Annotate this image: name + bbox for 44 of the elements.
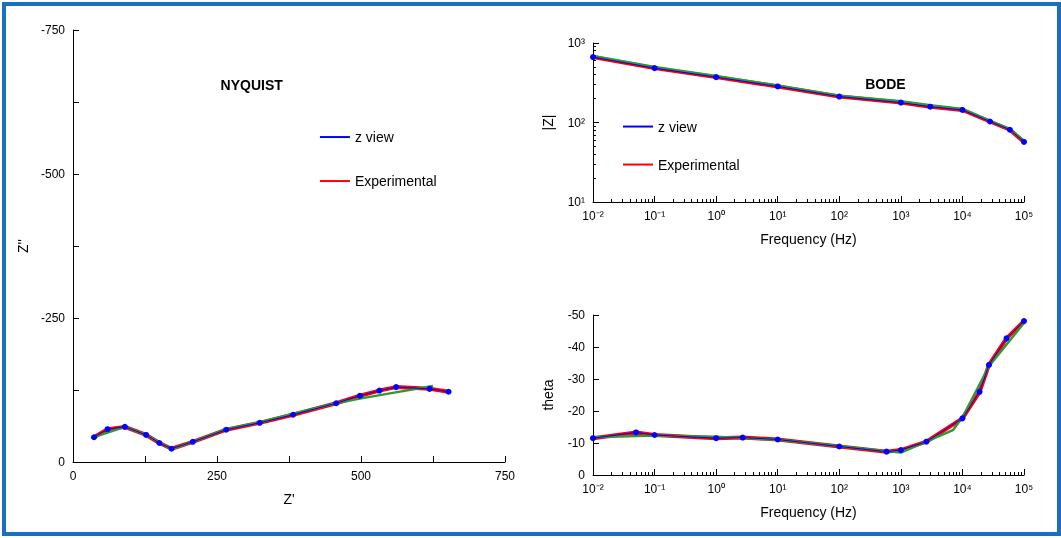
x-tick-label: 500	[350, 469, 372, 483]
text: BODE	[865, 75, 906, 92]
y-tick-label: -30	[567, 372, 586, 386]
x-tick-label: 10⁰	[707, 209, 725, 223]
x-tick-label: 750	[494, 469, 516, 483]
legend-label: z view	[354, 129, 395, 146]
x-tick-label: 10⁴	[953, 209, 972, 223]
x-tick-label: 10⁴	[953, 482, 972, 496]
x-tick-label: 10⁻¹	[643, 482, 666, 496]
x-tick-label: 10³	[892, 209, 910, 223]
y-axis-title: Z''	[15, 239, 32, 253]
x-tick-label: 250	[206, 469, 228, 483]
x-tick-label: 10⁻²	[582, 482, 604, 496]
x-axis-title: Frequency (Hz)	[760, 504, 857, 520]
x-tick-label: 10⁻²	[582, 209, 604, 223]
y-tick-label: 10¹	[567, 195, 585, 209]
x-tick-label: 10⁵	[1014, 209, 1034, 223]
x-tick-label: 10³	[892, 482, 910, 496]
y-tick-label: -50	[567, 308, 586, 322]
x-tick-label: 10²	[830, 482, 848, 496]
x-axis-title: Z'	[283, 491, 295, 507]
y-tick-label: 0	[58, 455, 66, 469]
y-tick-label: -40	[567, 340, 586, 354]
x-tick-label: 10²	[830, 209, 848, 223]
y-tick-label: -750	[40, 23, 66, 37]
y-tick-label: -250	[40, 311, 66, 325]
y-tick-label: -500	[40, 167, 66, 181]
y-tick-label: -20	[567, 404, 586, 418]
legend-label: Experimental	[354, 173, 437, 190]
y-tick-label: 10³	[567, 36, 585, 50]
y-axis-title: |Z|	[540, 114, 556, 131]
y-tick-label: -10	[567, 436, 586, 450]
y-tick-label: 10²	[567, 115, 585, 130]
x-tick-label: 10¹	[769, 209, 787, 223]
text: NYQUIST	[220, 77, 284, 94]
x-tick-label: 0	[69, 469, 77, 483]
legend-label: Experimental	[658, 156, 740, 173]
x-tick-label: 10⁰	[707, 482, 725, 496]
x-axis-title: Frequency (Hz)	[760, 231, 857, 247]
x-tick-label: 10¹	[769, 482, 787, 496]
x-tick-label: 10⁻¹	[643, 209, 666, 223]
y-axis-title: theta	[540, 379, 556, 411]
legend-label: z view	[658, 118, 698, 135]
x-tick-label: 10⁵	[1014, 482, 1034, 496]
